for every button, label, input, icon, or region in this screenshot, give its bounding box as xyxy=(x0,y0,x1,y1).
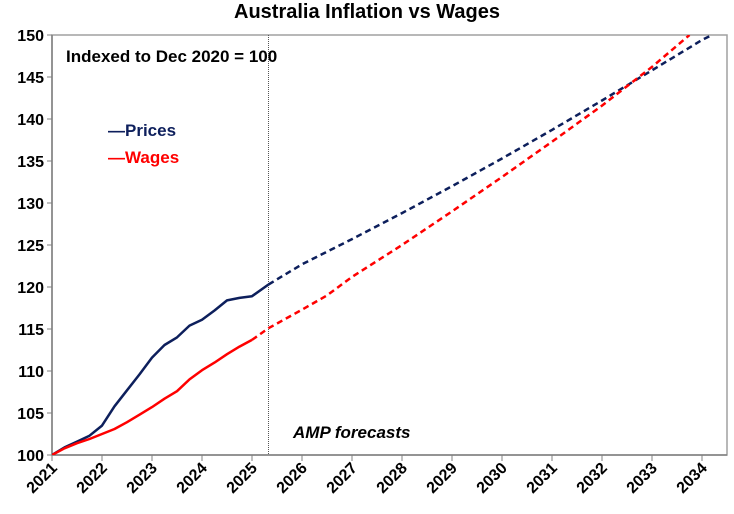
x-tick-label: 2021 xyxy=(24,460,61,497)
legend-label-wages: Wages xyxy=(125,148,179,167)
x-tick-label: 2030 xyxy=(474,460,511,497)
axes xyxy=(47,34,728,461)
series-line-prices-actual xyxy=(52,283,270,455)
index-note: Indexed to Dec 2020 = 100 xyxy=(66,47,277,66)
forecast-note: AMP forecasts xyxy=(292,423,410,442)
series-line-wages-forecast xyxy=(251,35,691,341)
series-group xyxy=(52,35,713,455)
x-tick-label: 2034 xyxy=(674,460,711,497)
x-tick-label: 2031 xyxy=(524,460,561,497)
x-tick-label: 2033 xyxy=(624,460,661,497)
legend: —Prices —Wages xyxy=(108,121,179,167)
y-tick-label: 115 xyxy=(18,322,44,339)
x-tick-label: 2025 xyxy=(224,460,261,497)
plot-frame xyxy=(51,34,728,456)
legend-item-prices: —Prices xyxy=(108,121,176,140)
x-tick-label: 2024 xyxy=(174,460,211,497)
series-line-prices-forecast xyxy=(267,35,713,286)
y-tick-label: 125 xyxy=(17,238,44,255)
y-tick-label: 150 xyxy=(17,28,44,45)
y-tick-label: 120 xyxy=(17,280,44,297)
y-tick-label: 145 xyxy=(17,70,44,87)
y-tick-label: 140 xyxy=(17,112,44,129)
y-tick-label: 135 xyxy=(17,154,44,171)
x-tick-label: 2027 xyxy=(324,460,361,497)
x-tick-label: 2023 xyxy=(124,460,161,497)
y-tick-label: 110 xyxy=(18,364,44,381)
series-line-wages-actual xyxy=(52,338,253,455)
x-tick-labels: 2021 2022 2023 2024 2025 2026 2027 2028 2029 2030… xyxy=(24,460,711,497)
x-tick-label: 2029 xyxy=(424,460,461,497)
legend-label-prices: Prices xyxy=(125,121,176,140)
x-tick-label: 2026 xyxy=(274,460,311,497)
x-tick-label: 2032 xyxy=(574,460,611,497)
legend-dash-wages: — xyxy=(108,148,125,167)
y-tick-label: 100 xyxy=(17,448,44,465)
y-tick-label: 105 xyxy=(17,406,44,423)
x-tick-label: 2028 xyxy=(374,460,411,497)
x-tick-label: 2022 xyxy=(74,460,111,497)
y-tick-label: 130 xyxy=(17,196,44,213)
chart-title: Australia Inflation vs Wages xyxy=(234,1,500,23)
legend-item-wages: —Wages xyxy=(108,148,179,167)
legend-dash-prices: — xyxy=(108,121,125,140)
y-tick-labels: 100 105 110 115 120 125 130 135 140 145 150 xyxy=(17,28,44,465)
